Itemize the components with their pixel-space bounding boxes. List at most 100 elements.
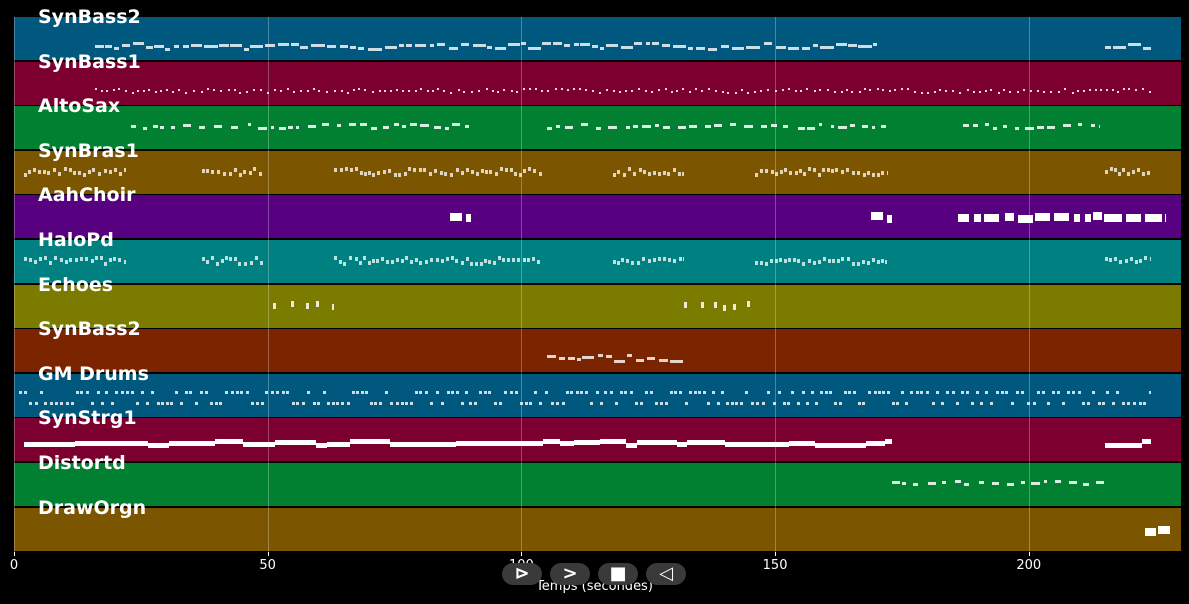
note-mark (414, 44, 427, 47)
note-mark (517, 258, 521, 262)
note-mark (227, 88, 230, 91)
note-mark (245, 390, 249, 394)
note-mark (570, 390, 574, 394)
note-mark (1109, 166, 1113, 171)
note-mark (975, 390, 979, 394)
note-mark (261, 401, 265, 405)
note-mark (243, 169, 247, 174)
note-mark (200, 90, 203, 93)
note-mark (349, 167, 353, 172)
note-mark (249, 170, 253, 175)
note-mark (807, 127, 816, 131)
note-mark (684, 401, 688, 405)
note-mark (763, 42, 773, 45)
note-mark (854, 443, 866, 449)
note-mark (414, 390, 418, 394)
note-mark (801, 390, 805, 394)
note-mark (49, 442, 75, 448)
note-mark (1134, 260, 1138, 264)
note-mark (1050, 90, 1053, 93)
note-mark (500, 166, 504, 171)
note-mark (312, 401, 316, 405)
note-mark (714, 124, 723, 128)
note-mark (633, 171, 637, 176)
note-mark (540, 89, 543, 92)
note-mark (357, 47, 365, 50)
rewind-button[interactable]: ⊳ (502, 563, 542, 585)
note-mark (882, 88, 885, 91)
note-mark (100, 89, 103, 92)
note-mark (451, 123, 460, 127)
track-lanes: SynBass2 SynBass1 AltoSax SynBras1 AahChoir H… (14, 7, 1181, 552)
note-mark (77, 170, 81, 175)
note-mark (239, 91, 242, 94)
note-mark (95, 87, 98, 90)
note-mark (567, 357, 575, 361)
note-mark (932, 401, 935, 405)
note-mark (566, 88, 569, 91)
note-mark (434, 126, 442, 130)
note-mark (358, 87, 361, 90)
note-mark (523, 87, 526, 90)
track-label: DrawOrgn (38, 496, 147, 519)
note-mark (688, 90, 691, 93)
note-mark (295, 126, 300, 130)
note-mark (538, 401, 542, 405)
note-mark (1128, 87, 1131, 90)
note-mark (792, 258, 796, 262)
note-mark (290, 300, 294, 307)
note-mark (485, 87, 488, 90)
forward-button[interactable]: > (550, 563, 590, 585)
note-mark (450, 390, 454, 394)
note-mark (762, 442, 774, 448)
note-mark (95, 256, 99, 260)
note-mark (265, 44, 276, 47)
back-button[interactable]: ◁ (646, 563, 686, 585)
note-mark (220, 259, 224, 263)
note-mark (945, 390, 949, 394)
note-mark (1046, 401, 1050, 405)
note-mark (37, 169, 41, 174)
note-mark (802, 262, 806, 266)
stop-button[interactable]: ■ (598, 563, 638, 585)
note-mark (130, 125, 137, 129)
note-mark (851, 170, 855, 175)
note-mark (841, 257, 845, 261)
note-mark (614, 401, 618, 405)
note-mark (212, 88, 215, 91)
note-mark (346, 401, 350, 405)
note-mark (746, 91, 749, 94)
note-mark (1165, 214, 1167, 223)
note-mark (592, 45, 598, 48)
note-mark (378, 401, 382, 405)
note-mark (238, 262, 242, 266)
note-mark (349, 123, 357, 127)
note-mark (881, 125, 886, 129)
note-mark (327, 442, 350, 448)
note-mark (424, 260, 428, 264)
note-mark (783, 259, 787, 263)
note-mark (739, 401, 743, 405)
note-mark (336, 401, 340, 405)
note-mark (818, 123, 823, 127)
note-mark (649, 390, 653, 394)
note-mark (688, 47, 694, 50)
note-mark (797, 127, 805, 131)
note-mark (473, 401, 477, 405)
note-mark (363, 256, 367, 260)
note-mark (688, 390, 692, 394)
note-mark (813, 261, 817, 265)
note-mark (682, 171, 684, 176)
tick-mark (14, 552, 15, 556)
note-mark (43, 256, 47, 260)
note-mark (326, 401, 330, 405)
note-mark (659, 401, 663, 405)
note-mark (542, 42, 552, 45)
note-mark (201, 168, 205, 173)
note-mark (300, 46, 309, 49)
note-mark (210, 256, 214, 260)
note-mark (626, 126, 631, 130)
gridline (267, 17, 269, 552)
note-mark (28, 169, 32, 174)
note-mark (143, 127, 148, 131)
